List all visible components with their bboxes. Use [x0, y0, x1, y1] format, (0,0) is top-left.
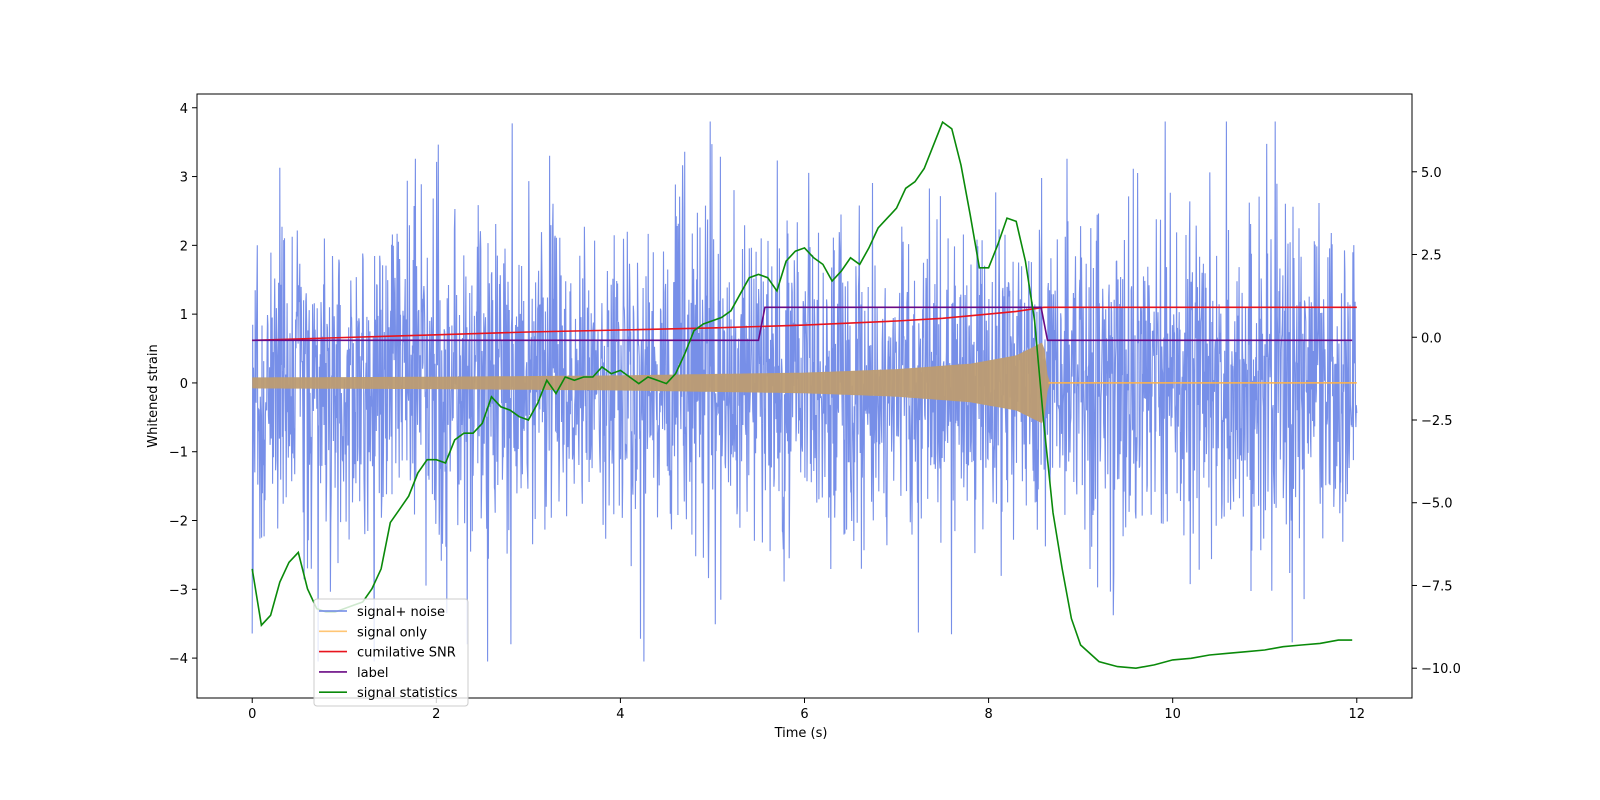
y-axis-label: Whitened strain — [146, 344, 161, 447]
x-axis-label: Time (s) — [774, 726, 828, 741]
series-signal-statistics — [251, 120, 1353, 670]
x-tick-label: 12 — [1348, 707, 1365, 722]
y-tick-label: 0 — [180, 377, 188, 392]
y-tick-label: 3 — [180, 171, 188, 186]
series-label — [252, 306, 1353, 342]
y2-tick-label: 0.0 — [1421, 331, 1442, 346]
x-tick-label: 8 — [984, 707, 992, 722]
y2-tick-label: −2.5 — [1421, 414, 1453, 429]
x-tick-label: 2 — [432, 707, 440, 722]
legend-entry: signal only — [357, 625, 427, 640]
series-cumulative-snr — [252, 306, 1357, 342]
y-tick-label: 2 — [180, 239, 188, 254]
y-tick-label: −1 — [169, 446, 188, 461]
legend-entry: signal+ noise — [357, 605, 445, 620]
y2-tick-label: 5.0 — [1421, 166, 1442, 181]
legend-box — [313, 598, 469, 707]
legend-entry: signal statistics — [357, 686, 458, 701]
y2-tick-label: −5.0 — [1421, 497, 1453, 512]
y-tick-label: −3 — [169, 583, 188, 598]
legend-entry: label — [357, 666, 388, 681]
x-tick-label: 6 — [800, 707, 808, 722]
y2-tick-label: −7.5 — [1421, 579, 1453, 594]
y-tick-label: 1 — [180, 308, 188, 323]
y-tick-label: 4 — [180, 102, 188, 117]
series-signal-only — [252, 342, 1357, 424]
y2-tick-label: 2.5 — [1421, 249, 1442, 264]
y-tick-label: −4 — [169, 652, 188, 667]
y2-tick-label: −10.0 — [1421, 662, 1461, 677]
x-tick-label: 10 — [1164, 707, 1181, 722]
x-tick-label: 4 — [616, 707, 624, 722]
legend: signal+ noise signal only cumilative SNR la… — [313, 598, 469, 707]
x-tick-label: 0 — [248, 707, 256, 722]
y-tick-label: −2 — [169, 515, 188, 530]
legend-entry: cumilative SNR — [357, 646, 456, 661]
